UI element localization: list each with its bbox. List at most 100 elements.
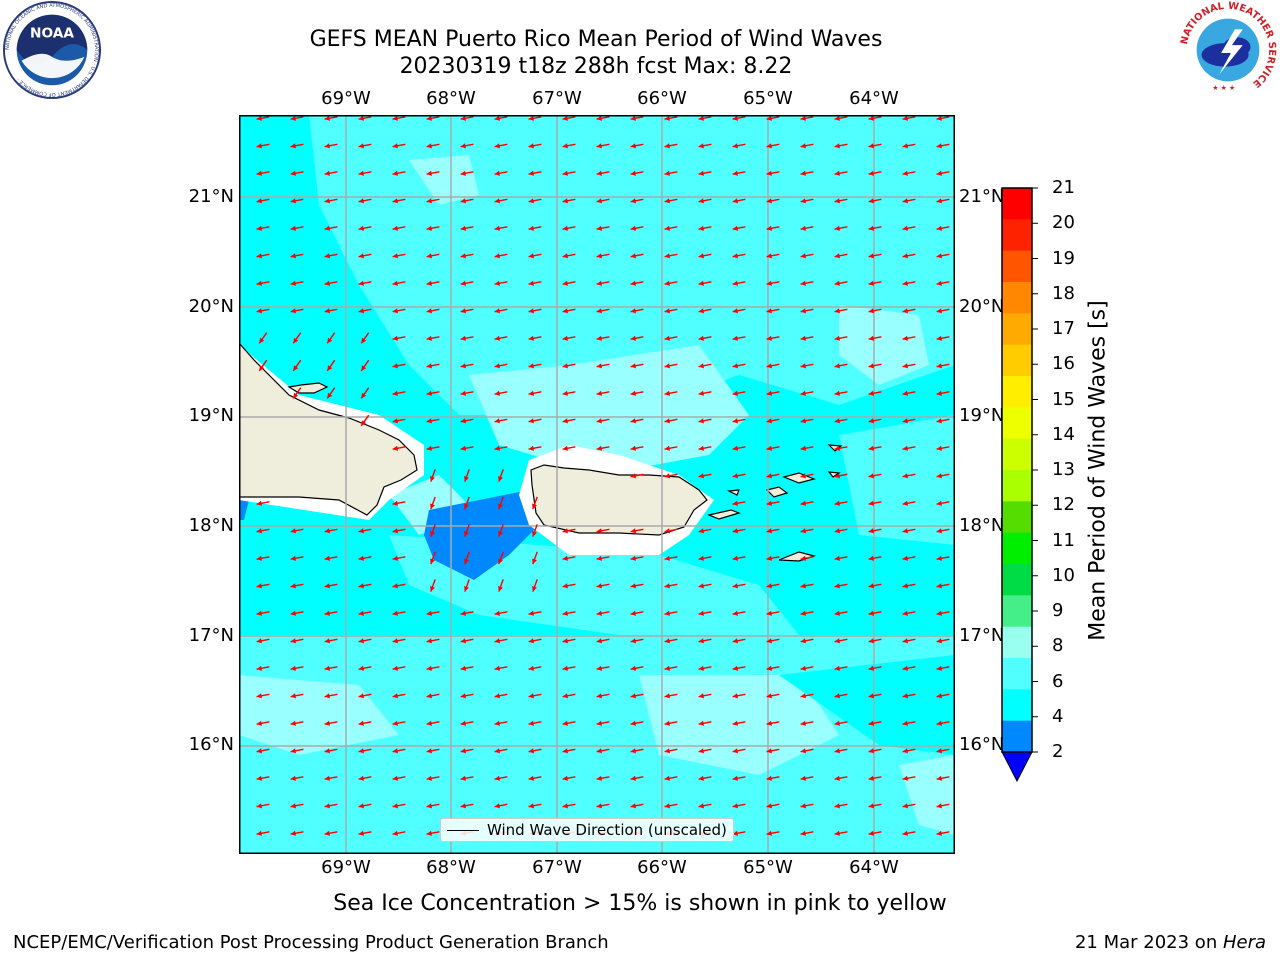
wind-wave-arrowhead bbox=[800, 225, 806, 231]
wind-wave-arrowhead bbox=[630, 280, 636, 286]
wind-wave-arrowhead bbox=[698, 528, 704, 534]
wind-wave-arrowhead bbox=[528, 308, 534, 314]
wind-wave-arrowhead bbox=[290, 665, 296, 671]
wind-wave-arrowhead bbox=[596, 253, 602, 259]
wind-wave-arrowhead bbox=[800, 583, 806, 589]
wind-wave-arrowhead bbox=[426, 363, 432, 369]
wind-wave-arrowhead bbox=[528, 363, 534, 369]
wind-wave-arrowhead bbox=[392, 198, 398, 204]
wind-wave-arrowhead bbox=[664, 638, 670, 644]
wind-wave-arrowhead bbox=[562, 693, 568, 699]
wind-wave-arrowhead bbox=[494, 143, 500, 149]
wind-wave-arrowhead bbox=[259, 365, 265, 371]
wind-wave-arrowhead bbox=[766, 693, 772, 699]
wind-wave-arrowhead bbox=[834, 830, 840, 836]
wind-wave-arrowhead bbox=[460, 390, 466, 396]
wind-wave-arrowhead bbox=[732, 775, 738, 781]
wind-wave-arrowhead bbox=[460, 115, 466, 121]
wind-wave-arrowhead bbox=[392, 748, 398, 754]
wind-wave-arrowhead bbox=[426, 775, 432, 781]
graticule bbox=[239, 115, 955, 854]
wind-wave-arrowhead bbox=[630, 308, 636, 314]
colorbar-segment bbox=[1002, 313, 1032, 346]
wind-wave-arrowhead bbox=[766, 473, 772, 479]
wind-wave-arrowhead bbox=[392, 143, 398, 149]
svg-text:★ ★ ★: ★ ★ ★ bbox=[1212, 84, 1235, 92]
wind-wave-arrowhead bbox=[358, 720, 364, 726]
colorbar-segment bbox=[1002, 532, 1032, 565]
wind-wave-arrowhead bbox=[464, 503, 469, 510]
wind-wave-arrowhead bbox=[426, 638, 432, 644]
wind-wave-arrowhead bbox=[562, 115, 568, 121]
lon-label-top-68w: 68°W bbox=[426, 88, 476, 109]
wind-wave-arrowhead bbox=[664, 528, 670, 534]
colorbar-tick-label: 18 bbox=[1052, 282, 1075, 304]
wind-wave-arrowhead bbox=[256, 830, 262, 836]
wind-wave-arrowhead bbox=[358, 280, 364, 286]
wind-wave-arrowhead bbox=[868, 555, 874, 561]
wind-wave-arrowhead bbox=[630, 115, 636, 121]
legend-label: Wind Wave Direction (unscaled) bbox=[487, 821, 727, 839]
wind-wave-arrowhead bbox=[902, 638, 908, 644]
wind-wave-arrowhead bbox=[596, 555, 602, 561]
wind-wave-arrowhead bbox=[936, 830, 942, 836]
wind-wave-arrowhead bbox=[800, 638, 806, 644]
wind-wave-arrowhead bbox=[290, 528, 296, 534]
wind-wave-arrowhead bbox=[698, 693, 704, 699]
wind-wave-arrowhead bbox=[630, 583, 636, 589]
wind-wave-arrowhead bbox=[460, 170, 466, 176]
wind-wave-arrowhead bbox=[868, 473, 874, 479]
colorbar-tick-label: 10 bbox=[1052, 564, 1075, 586]
wind-wave-arrowhead bbox=[293, 337, 299, 344]
wind-wave-arrowhead bbox=[800, 720, 806, 726]
wind-wave-arrowhead bbox=[834, 335, 840, 341]
wind-wave-arrowhead bbox=[460, 775, 466, 781]
wind-wave-arrowhead bbox=[936, 143, 942, 149]
wind-wave-arrowhead bbox=[358, 308, 364, 314]
wind-wave-arrowhead bbox=[494, 363, 500, 369]
wind-wave-arrowhead bbox=[902, 748, 908, 754]
wind-wave-arrowhead bbox=[392, 610, 398, 616]
wind-wave-arrowhead bbox=[562, 803, 568, 809]
wind-wave-arrowhead bbox=[698, 748, 704, 754]
wind-wave-arrowhead bbox=[902, 363, 908, 369]
wind-wave-arrowhead bbox=[596, 170, 602, 176]
wind-wave-arrowhead bbox=[392, 528, 398, 534]
wind-wave-arrowhead bbox=[494, 610, 500, 616]
wind-wave-arrowhead bbox=[256, 170, 262, 176]
lon-label-bottom-69w: 69°W bbox=[321, 857, 371, 878]
wind-wave-arrowhead bbox=[698, 473, 704, 479]
wind-wave-arrowhead bbox=[494, 280, 500, 286]
wind-wave-arrowhead bbox=[800, 803, 806, 809]
wind-wave-arrowhead bbox=[596, 803, 602, 809]
wind-wave-arrowhead bbox=[630, 665, 636, 671]
wind-wave-arrowhead bbox=[290, 143, 296, 149]
wind-wave-arrowhead bbox=[293, 392, 299, 399]
wind-wave-arrowhead bbox=[868, 583, 874, 589]
wind-wave-arrowhead bbox=[324, 253, 330, 259]
wind-wave-arrowhead bbox=[698, 308, 704, 314]
wind-wave-arrowhead bbox=[630, 555, 636, 561]
wind-wave-arrowhead bbox=[392, 693, 398, 699]
wind-wave-arrowhead bbox=[358, 665, 364, 671]
wind-wave-arrowhead bbox=[562, 665, 568, 671]
wind-wave-arrowhead bbox=[460, 610, 466, 616]
lat-label-left-18n: 18°N bbox=[188, 515, 234, 536]
wind-wave-arrowhead bbox=[936, 170, 942, 176]
wind-wave-arrowhead bbox=[834, 280, 840, 286]
wind-wave-arrowhead bbox=[494, 720, 500, 726]
wind-wave-arrowhead bbox=[698, 280, 704, 286]
wind-wave-arrowhead bbox=[834, 225, 840, 231]
lat-label-left-19n: 19°N bbox=[188, 405, 234, 426]
wind-wave-arrowhead bbox=[732, 583, 738, 589]
svg-text:NOAA: NOAA bbox=[30, 25, 74, 41]
wind-wave-arrowhead bbox=[358, 830, 364, 836]
wind-wave-arrowhead bbox=[902, 143, 908, 149]
wind-wave-arrowhead bbox=[936, 638, 942, 644]
map-frame bbox=[239, 115, 955, 854]
wind-wave-arrowhead bbox=[392, 583, 398, 589]
wind-wave-arrowhead bbox=[464, 586, 469, 592]
wind-wave-arrowhead bbox=[256, 665, 262, 671]
wind-wave-arrowhead bbox=[664, 363, 670, 369]
wind-wave-arrowhead bbox=[868, 830, 874, 836]
